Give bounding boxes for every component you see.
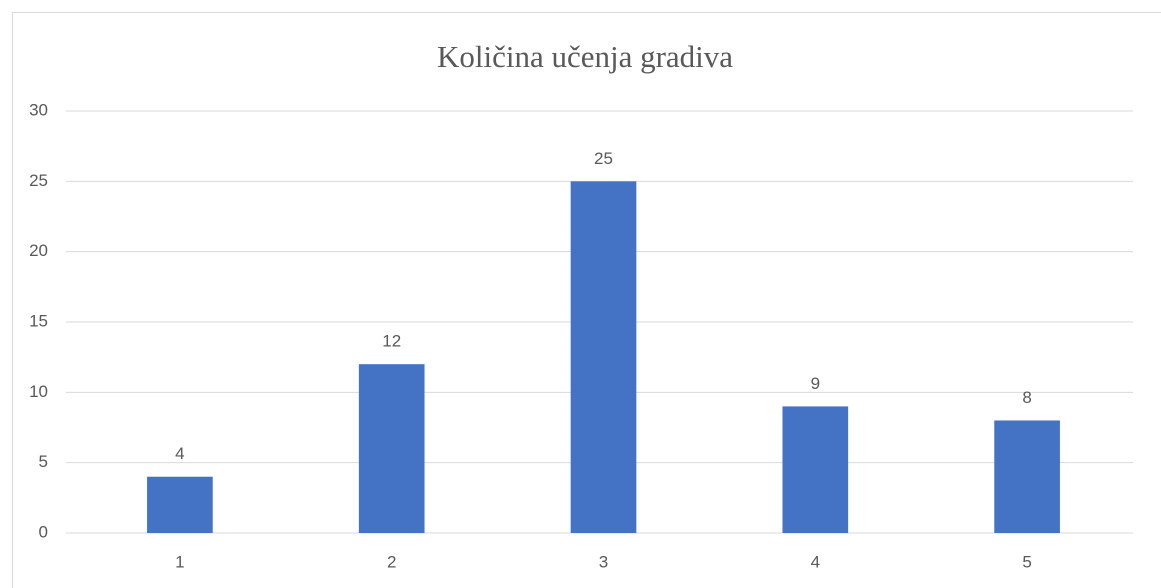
data-label: 8: [1022, 388, 1031, 407]
y-tick-label: 15: [29, 311, 48, 330]
bar: [147, 476, 213, 533]
y-tick-label: 0: [39, 522, 48, 541]
x-tick-label: 2: [387, 552, 396, 571]
y-tick-label: 20: [29, 241, 48, 260]
x-tick-label: 4: [811, 552, 820, 571]
data-label: 12: [382, 332, 401, 351]
data-label: 25: [594, 149, 613, 168]
y-tick-label: 5: [39, 452, 48, 471]
y-tick-label: 10: [29, 382, 48, 401]
bar: [570, 181, 637, 534]
chart-title: Količina učenja gradiva: [437, 39, 733, 74]
y-tick-label: 25: [29, 171, 48, 190]
bar: [994, 420, 1060, 533]
x-tick-label: 3: [599, 552, 608, 571]
bar: [358, 364, 425, 533]
bar: [782, 406, 849, 533]
x-tick-label: 1: [175, 552, 184, 571]
data-label: 9: [811, 374, 820, 393]
y-tick-label: 30: [29, 100, 48, 119]
data-label: 4: [175, 444, 184, 463]
x-tick-label: 5: [1022, 552, 1031, 571]
